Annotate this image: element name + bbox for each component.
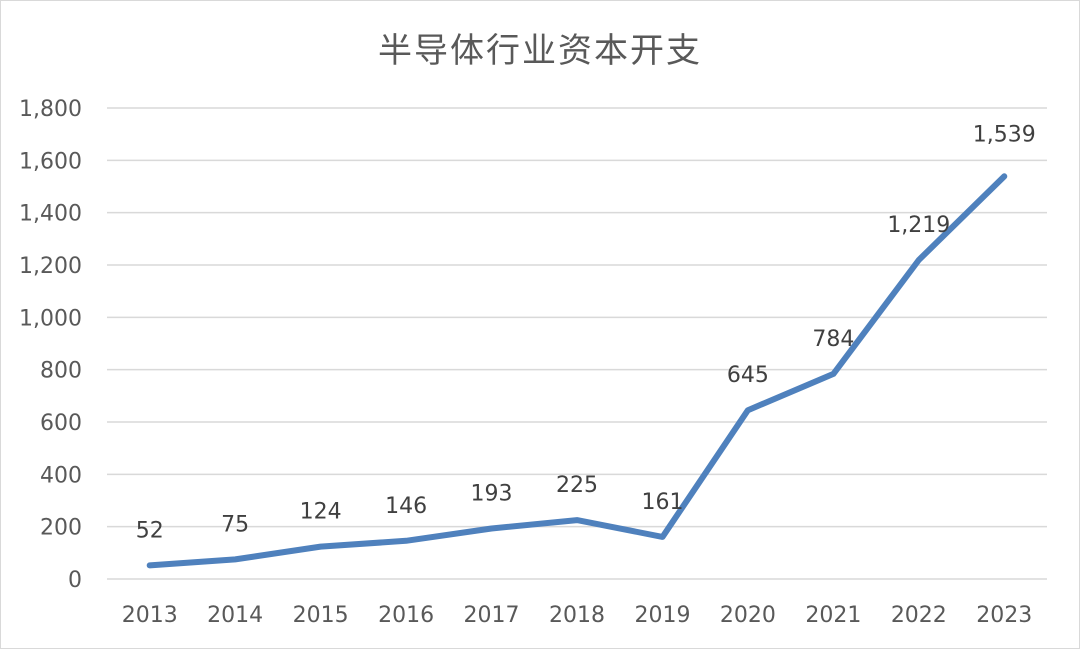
y-tick-label: 1,600 — [19, 149, 82, 174]
y-tick-label: 1,000 — [19, 306, 82, 331]
x-tick-label: 2017 — [464, 603, 520, 628]
y-tick-label: 1,400 — [19, 202, 82, 227]
data-label: 784 — [812, 327, 854, 352]
x-tick-label: 2021 — [805, 603, 861, 628]
data-label: 52 — [136, 518, 164, 543]
x-tick-label: 2015 — [293, 603, 349, 628]
series-line — [146, 173, 1008, 569]
x-tick-label: 2020 — [720, 603, 776, 628]
gridlines — [107, 107, 1047, 580]
y-tick-label: 0 — [68, 568, 82, 593]
y-tick-label: 1,800 — [19, 97, 82, 122]
y-tick-label: 200 — [40, 516, 82, 541]
x-axis: 2013 2014 2015 2016 2017 2018 2019 2020 2021 2022… — [122, 603, 1033, 628]
data-label: 124 — [300, 500, 342, 525]
chart-title: 半导体行业资本开支 — [378, 31, 702, 71]
data-label: 193 — [471, 481, 513, 506]
data-label: 161 — [641, 490, 683, 515]
x-tick-label: 2023 — [976, 603, 1032, 628]
x-tick-label: 2014 — [207, 603, 263, 628]
x-tick-label: 2013 — [122, 603, 178, 628]
data-label: 225 — [556, 473, 598, 498]
y-tick-label: 400 — [40, 463, 82, 488]
x-tick-label: 2019 — [634, 603, 690, 628]
data-label: 1,219 — [887, 213, 950, 238]
data-label: 645 — [727, 363, 769, 388]
data-label: 1,539 — [973, 122, 1036, 147]
y-axis: 0 200 400 600 800 1,000 1,200 1,400 1,600 1,800 — [19, 97, 82, 593]
data-label: 146 — [385, 494, 427, 519]
x-tick-label: 2018 — [549, 603, 605, 628]
y-tick-label: 800 — [40, 359, 82, 384]
x-tick-label: 2022 — [891, 603, 947, 628]
data-label: 75 — [221, 512, 249, 537]
series — [146, 173, 1008, 569]
y-tick-label: 600 — [40, 411, 82, 436]
data-labels: 52 75 124 146 193 225 161 645 784 1,219 1,539 — [136, 122, 1036, 543]
y-tick-label: 1,200 — [19, 254, 82, 279]
x-tick-label: 2016 — [378, 603, 434, 628]
